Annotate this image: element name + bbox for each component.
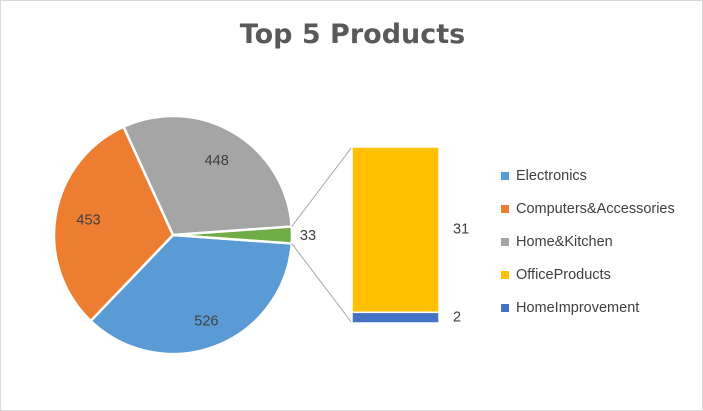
chart-legend: Electronics Computers&Accessories Home&Kit… [501,159,675,324]
connector-line-top [291,146,353,227]
bar-segment-homeimprovement [351,311,440,324]
legend-item-electronics: Electronics [501,159,675,192]
chart-title: Top 5 Products [239,19,466,50]
legend-swatch [501,237,509,246]
legend-label: Computers&Accessories [516,200,675,217]
pie-slice-computers-accessories [52,125,175,323]
legend-swatch [501,171,509,180]
legend-label: Electronics [516,167,587,184]
legend-swatch [501,204,509,213]
pie-data-label-other: 33 [300,228,316,244]
pie-data-label-home-kitchen: 448 [205,153,229,169]
legend-item-officeproducts: OfficeProducts [501,258,675,291]
legend-item-home-kitchen: Home&Kitchen [501,225,675,258]
pie-slice-home-kitchen [122,114,293,237]
legend-label: HomeImprovement [516,299,640,316]
legend-swatch [501,303,509,312]
bar-segment-officeproducts [351,146,440,314]
connector-line-bottom [291,243,353,324]
bar-data-label-officeproducts: 31 [453,222,469,238]
legend-item-computers-accessories: Computers&Accessories [501,192,675,225]
pie-data-label-electronics: 526 [194,313,218,329]
bar-data-label-homeimprovement: 2 [453,310,461,326]
pie-slice-electronics [89,233,293,356]
legend-item-homeimprovement: HomeImprovement [501,291,675,324]
legend-label: Home&Kitchen [516,233,613,250]
pie-data-label-computers-accessories: 453 [76,213,100,229]
legend-swatch [501,270,509,279]
legend-label: OfficeProducts [516,266,611,283]
